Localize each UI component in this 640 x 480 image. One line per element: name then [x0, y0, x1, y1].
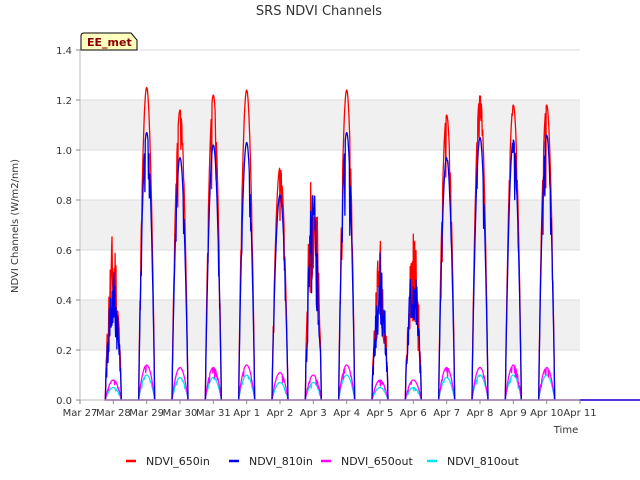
y-tick-label: 1.0: [56, 146, 72, 157]
y-tick-label: 0.8: [56, 196, 72, 207]
x-tick-label: Apr 3: [300, 408, 327, 419]
legend-label-NDVI_650in: NDVI_650in: [146, 455, 210, 468]
x-tick-label: Apr 2: [267, 408, 294, 419]
grid-band: [80, 200, 580, 250]
y-tick-label: 0.4: [56, 296, 72, 307]
y-tick-label: 1.2: [56, 96, 72, 107]
grid-band: [80, 100, 580, 150]
badge: EE_met: [80, 32, 138, 51]
badge-label: EE_met: [87, 36, 132, 49]
x-tick-label: Apr 8: [467, 408, 494, 419]
y-axis-label: NDVI Channels (W/m2/nm): [10, 159, 21, 293]
x-tick-label: Apr 4: [333, 408, 360, 419]
y-tick-label: 0.0: [56, 396, 72, 407]
x-tick-label: Apr 11: [563, 408, 596, 419]
legend-label-NDVI_650out: NDVI_650out: [341, 455, 413, 468]
x-tick-label: Apr 5: [367, 408, 394, 419]
plot-background: [80, 49, 580, 401]
y-tick-label: 0.6: [56, 246, 72, 257]
y-tick-label: 0.2: [56, 346, 72, 357]
x-tick-label: Apr 7: [433, 408, 460, 419]
chart-title: SRS NDVI Channels: [256, 4, 382, 19]
x-tick-label: Mar 30: [163, 408, 198, 419]
x-tick-label: Mar 31: [196, 408, 231, 419]
grid-band: [80, 300, 580, 350]
y-tick-label: 1.4: [56, 46, 72, 57]
x-tick-label: Mar 28: [96, 408, 131, 419]
x-tick-label: Apr 1: [233, 408, 260, 419]
x-axis-label: Time: [553, 425, 578, 436]
x-tick-label: Mar 29: [129, 408, 164, 419]
legend-label-NDVI_810in: NDVI_810in: [249, 455, 313, 468]
x-tick-label: Mar 27: [63, 408, 98, 419]
legend: NDVI_650in NDVI_810in NDVI_650out NDVI_810o…: [126, 455, 519, 468]
x-tick-label: Apr 10: [530, 408, 563, 419]
legend-label-NDVI_810out: NDVI_810out: [447, 455, 519, 468]
x-tick-label: Apr 9: [500, 408, 527, 419]
x-tick-label: Apr 6: [400, 408, 427, 419]
